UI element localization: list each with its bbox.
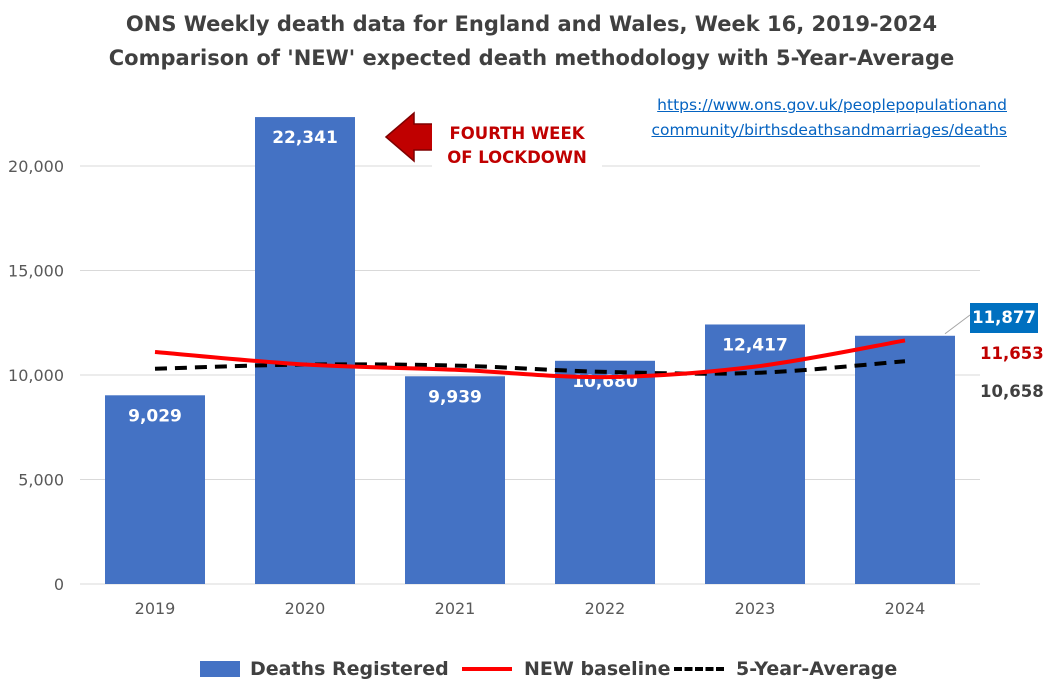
bar-2024 <box>855 335 955 584</box>
y-tick-label: 15,000 <box>8 262 64 281</box>
bar-2020 <box>255 117 355 585</box>
legend-label-five-year-average: 5-Year-Average <box>736 658 898 680</box>
bar-label-2021: 9,939 <box>428 387 482 407</box>
chart-legend: Deaths Registered NEW baseline 5-Year-Av… <box>0 658 1063 688</box>
x-tick-label: 2022 <box>585 599 626 618</box>
lockdown-annotation: FOURTH WEEK OF LOCKDOWN <box>432 122 602 170</box>
annotation-line-2: OF LOCKDOWN <box>447 148 587 167</box>
source-link-line-1[interactable]: https://www.ons.gov.uk/peoplepopulationa… <box>657 96 1007 114</box>
x-tick-label: 2024 <box>885 599 926 618</box>
x-tick-label: 2021 <box>435 599 476 618</box>
y-tick-label: 20,000 <box>8 157 64 176</box>
bar-2021 <box>405 376 505 584</box>
bar-label-2023: 12,417 <box>722 335 788 355</box>
chart-title: ONS Weekly death data for England and Wa… <box>125 12 938 36</box>
y-tick-label: 10,000 <box>8 366 64 385</box>
legend-label-new-baseline: NEW baseline <box>524 658 671 680</box>
end-label-five-year-average: 10,658 <box>980 382 1044 401</box>
legend-swatch-new-baseline <box>462 667 512 671</box>
y-tick-label: 5,000 <box>18 471 64 490</box>
legend-swatch-deaths <box>200 661 240 677</box>
x-tick-label: 2023 <box>735 599 776 618</box>
bar-2022 <box>555 360 655 584</box>
annotation-line-1: FOURTH WEEK <box>449 124 585 143</box>
chart-subtitle: Comparison of 'NEW' expected death metho… <box>108 46 955 70</box>
bar-label-2019: 9,029 <box>128 406 182 426</box>
y-tick-label: 0 <box>54 575 64 594</box>
legend-item-five-year-average: 5-Year-Average <box>674 658 897 680</box>
end-label-deaths-2024: 11,877 <box>970 303 1038 333</box>
callout-leader-line <box>944 314 971 335</box>
legend-item-deaths: Deaths Registered <box>200 658 449 680</box>
end-label-new-baseline: 11,653 <box>980 344 1044 363</box>
source-link-line-2[interactable]: community/birthsdeathsandmarriages/death… <box>651 121 1007 139</box>
legend-label-deaths: Deaths Registered <box>250 658 449 680</box>
bar-label-2020: 22,341 <box>272 128 338 148</box>
lockdown-arrow-icon <box>384 111 439 163</box>
legend-swatch-five-year-average <box>674 667 724 671</box>
bar-2019 <box>105 395 205 584</box>
new-baseline-line <box>154 338 906 380</box>
x-tick-label: 2020 <box>285 599 326 618</box>
x-tick-label: 2019 <box>135 599 176 618</box>
legend-item-new-baseline: NEW baseline <box>462 658 671 680</box>
